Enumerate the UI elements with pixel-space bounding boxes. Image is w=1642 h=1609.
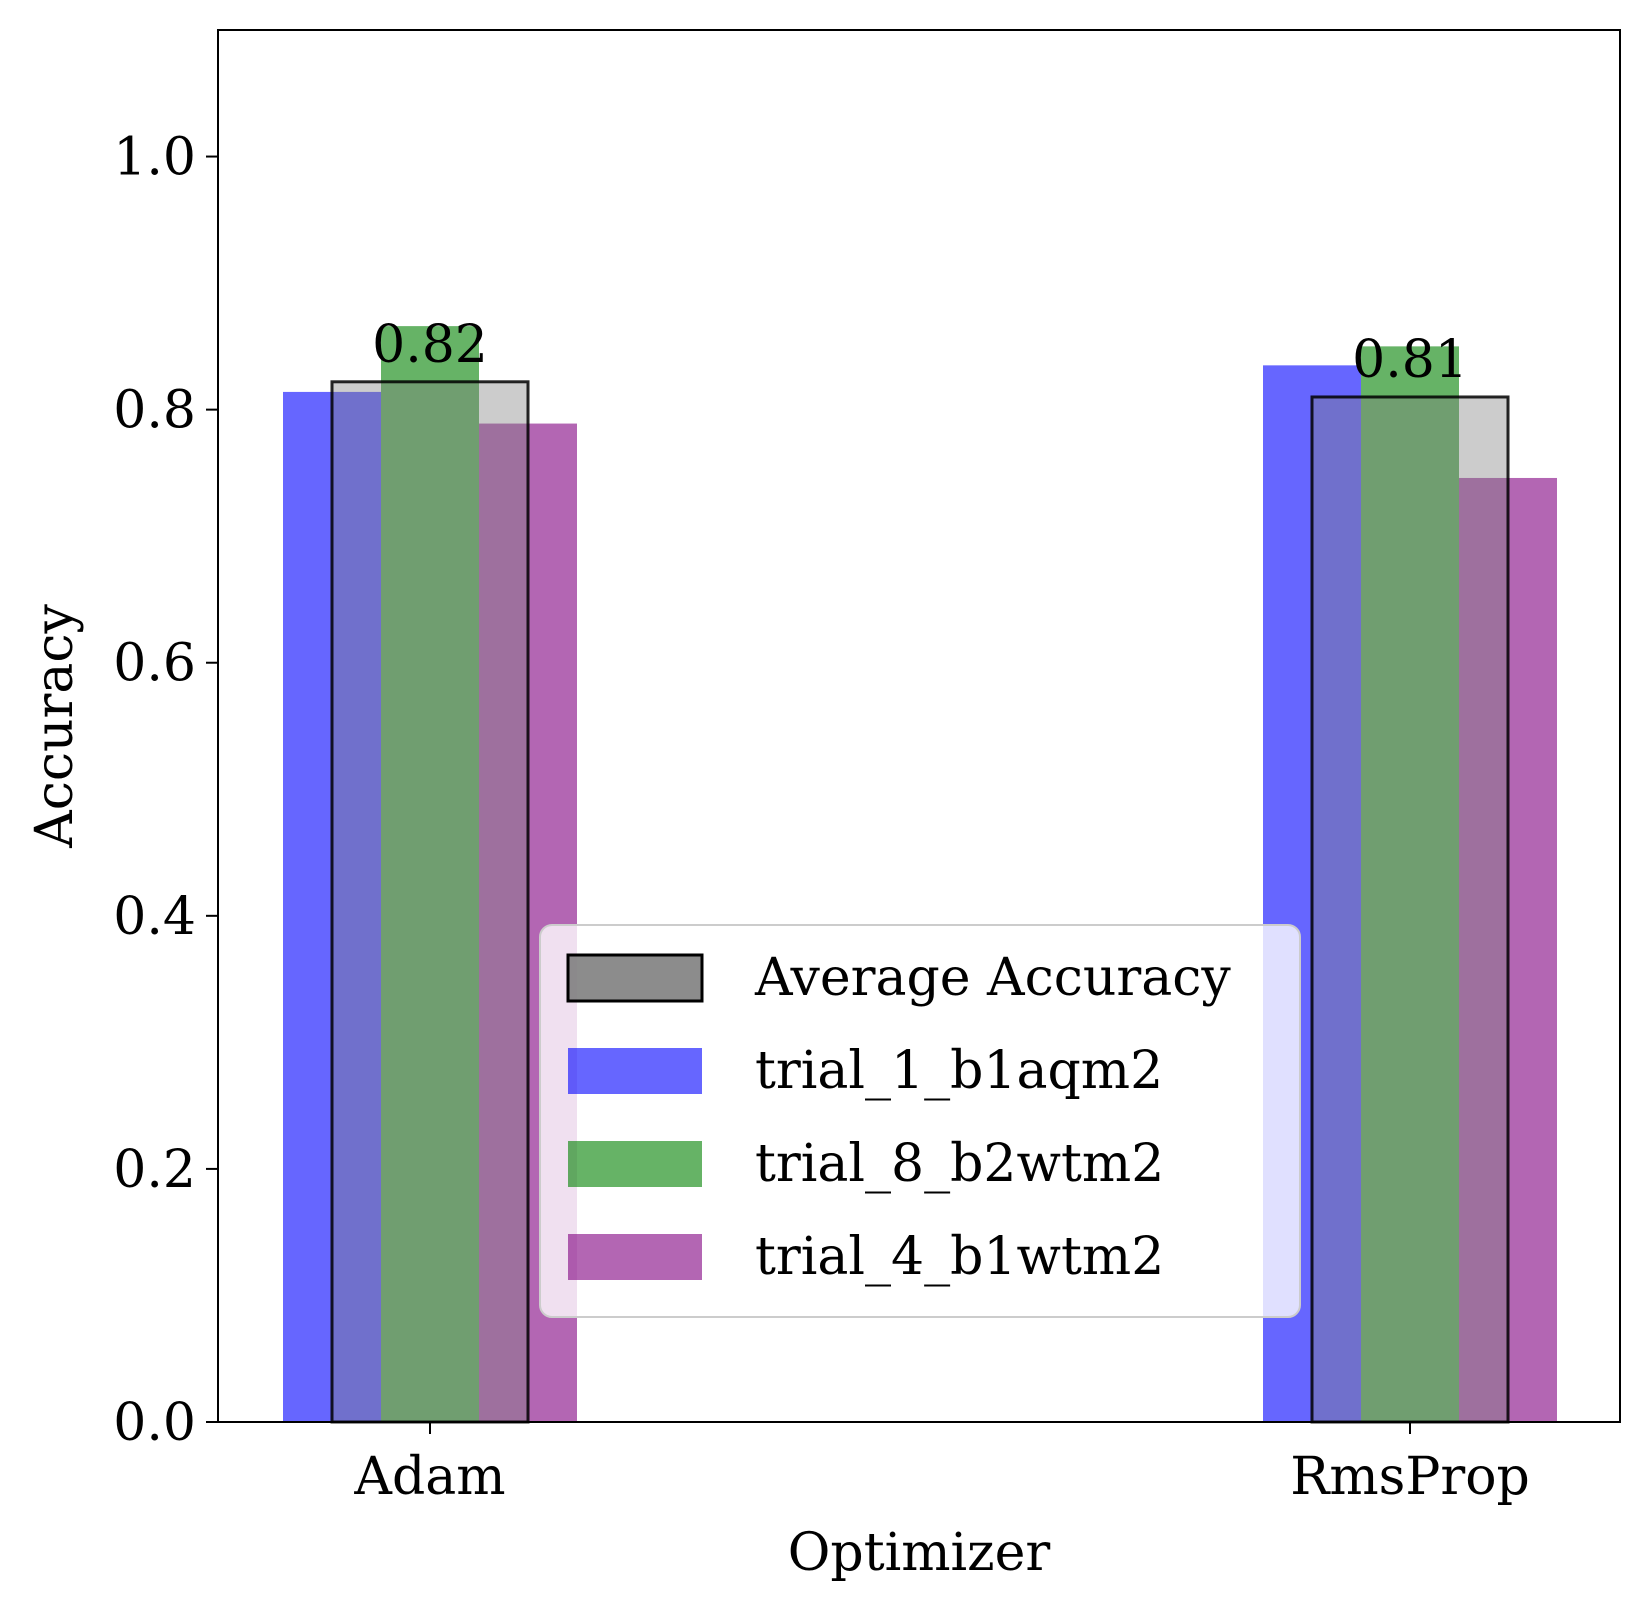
x-axis: Adam RmsProp	[353, 1422, 1530, 1507]
x-tick-label-Adam: Adam	[353, 1447, 505, 1507]
legend-label-trial_4_b1wtm2: trial_4_b1wtm2	[755, 1227, 1164, 1287]
legend-swatch-trial_4_b1wtm2	[568, 1234, 702, 1280]
bar-trial_8_b2wtm2-Adam	[381, 326, 479, 1423]
average-value-label-RmsProp: 0.81	[1352, 330, 1468, 390]
y-tick-label: 0.2	[113, 1140, 196, 1200]
y-tick-label: 1.0	[113, 128, 196, 188]
average-bars-layer	[330, 380, 1510, 1424]
plot-area-frame	[217, 29, 1621, 1423]
legend-label-Average Accuracy: Average Accuracy	[754, 948, 1231, 1008]
legend: Average Accuracy trial_1_b1aqm2 trial_8_b2…	[539, 924, 1301, 1318]
legend-box	[539, 924, 1301, 1318]
value-labels-layer: 0.82 0.81	[372, 315, 1468, 390]
legend-swatch-Average Accuracy	[566, 953, 704, 1003]
legend-label-trial_8_b2wtm2: trial_8_b2wtm2	[755, 1134, 1164, 1194]
y-axis-title: Accuracy	[25, 604, 85, 849]
x-tick-label-RmsProp: RmsProp	[1290, 1447, 1530, 1507]
y-tick-label: 0.0	[113, 1393, 196, 1453]
y-tick-label: 0.6	[113, 634, 196, 694]
legend-label-trial_1_b1aqm2: trial_1_b1aqm2	[755, 1041, 1163, 1101]
average-bar-Adam	[330, 380, 530, 1424]
legend-swatch-trial_8_b2wtm2	[568, 1141, 702, 1187]
legend-swatch-trial_1_b1aqm2	[568, 1048, 702, 1094]
average-bar-RmsProp	[1310, 395, 1510, 1424]
legend-items: Average Accuracy trial_1_b1aqm2 trial_8_b2…	[566, 948, 1231, 1287]
bar-trial_8_b2wtm2-RmsProp	[1361, 346, 1459, 1422]
y-axis: 0.0 0.2 0.4 0.6 0.8 1.0	[113, 128, 218, 1453]
average-value-label-Adam: 0.82	[372, 315, 488, 375]
x-axis-title: Optimizer	[788, 1523, 1051, 1583]
y-tick-label: 0.8	[113, 381, 196, 441]
y-tick-label: 0.4	[113, 887, 196, 947]
